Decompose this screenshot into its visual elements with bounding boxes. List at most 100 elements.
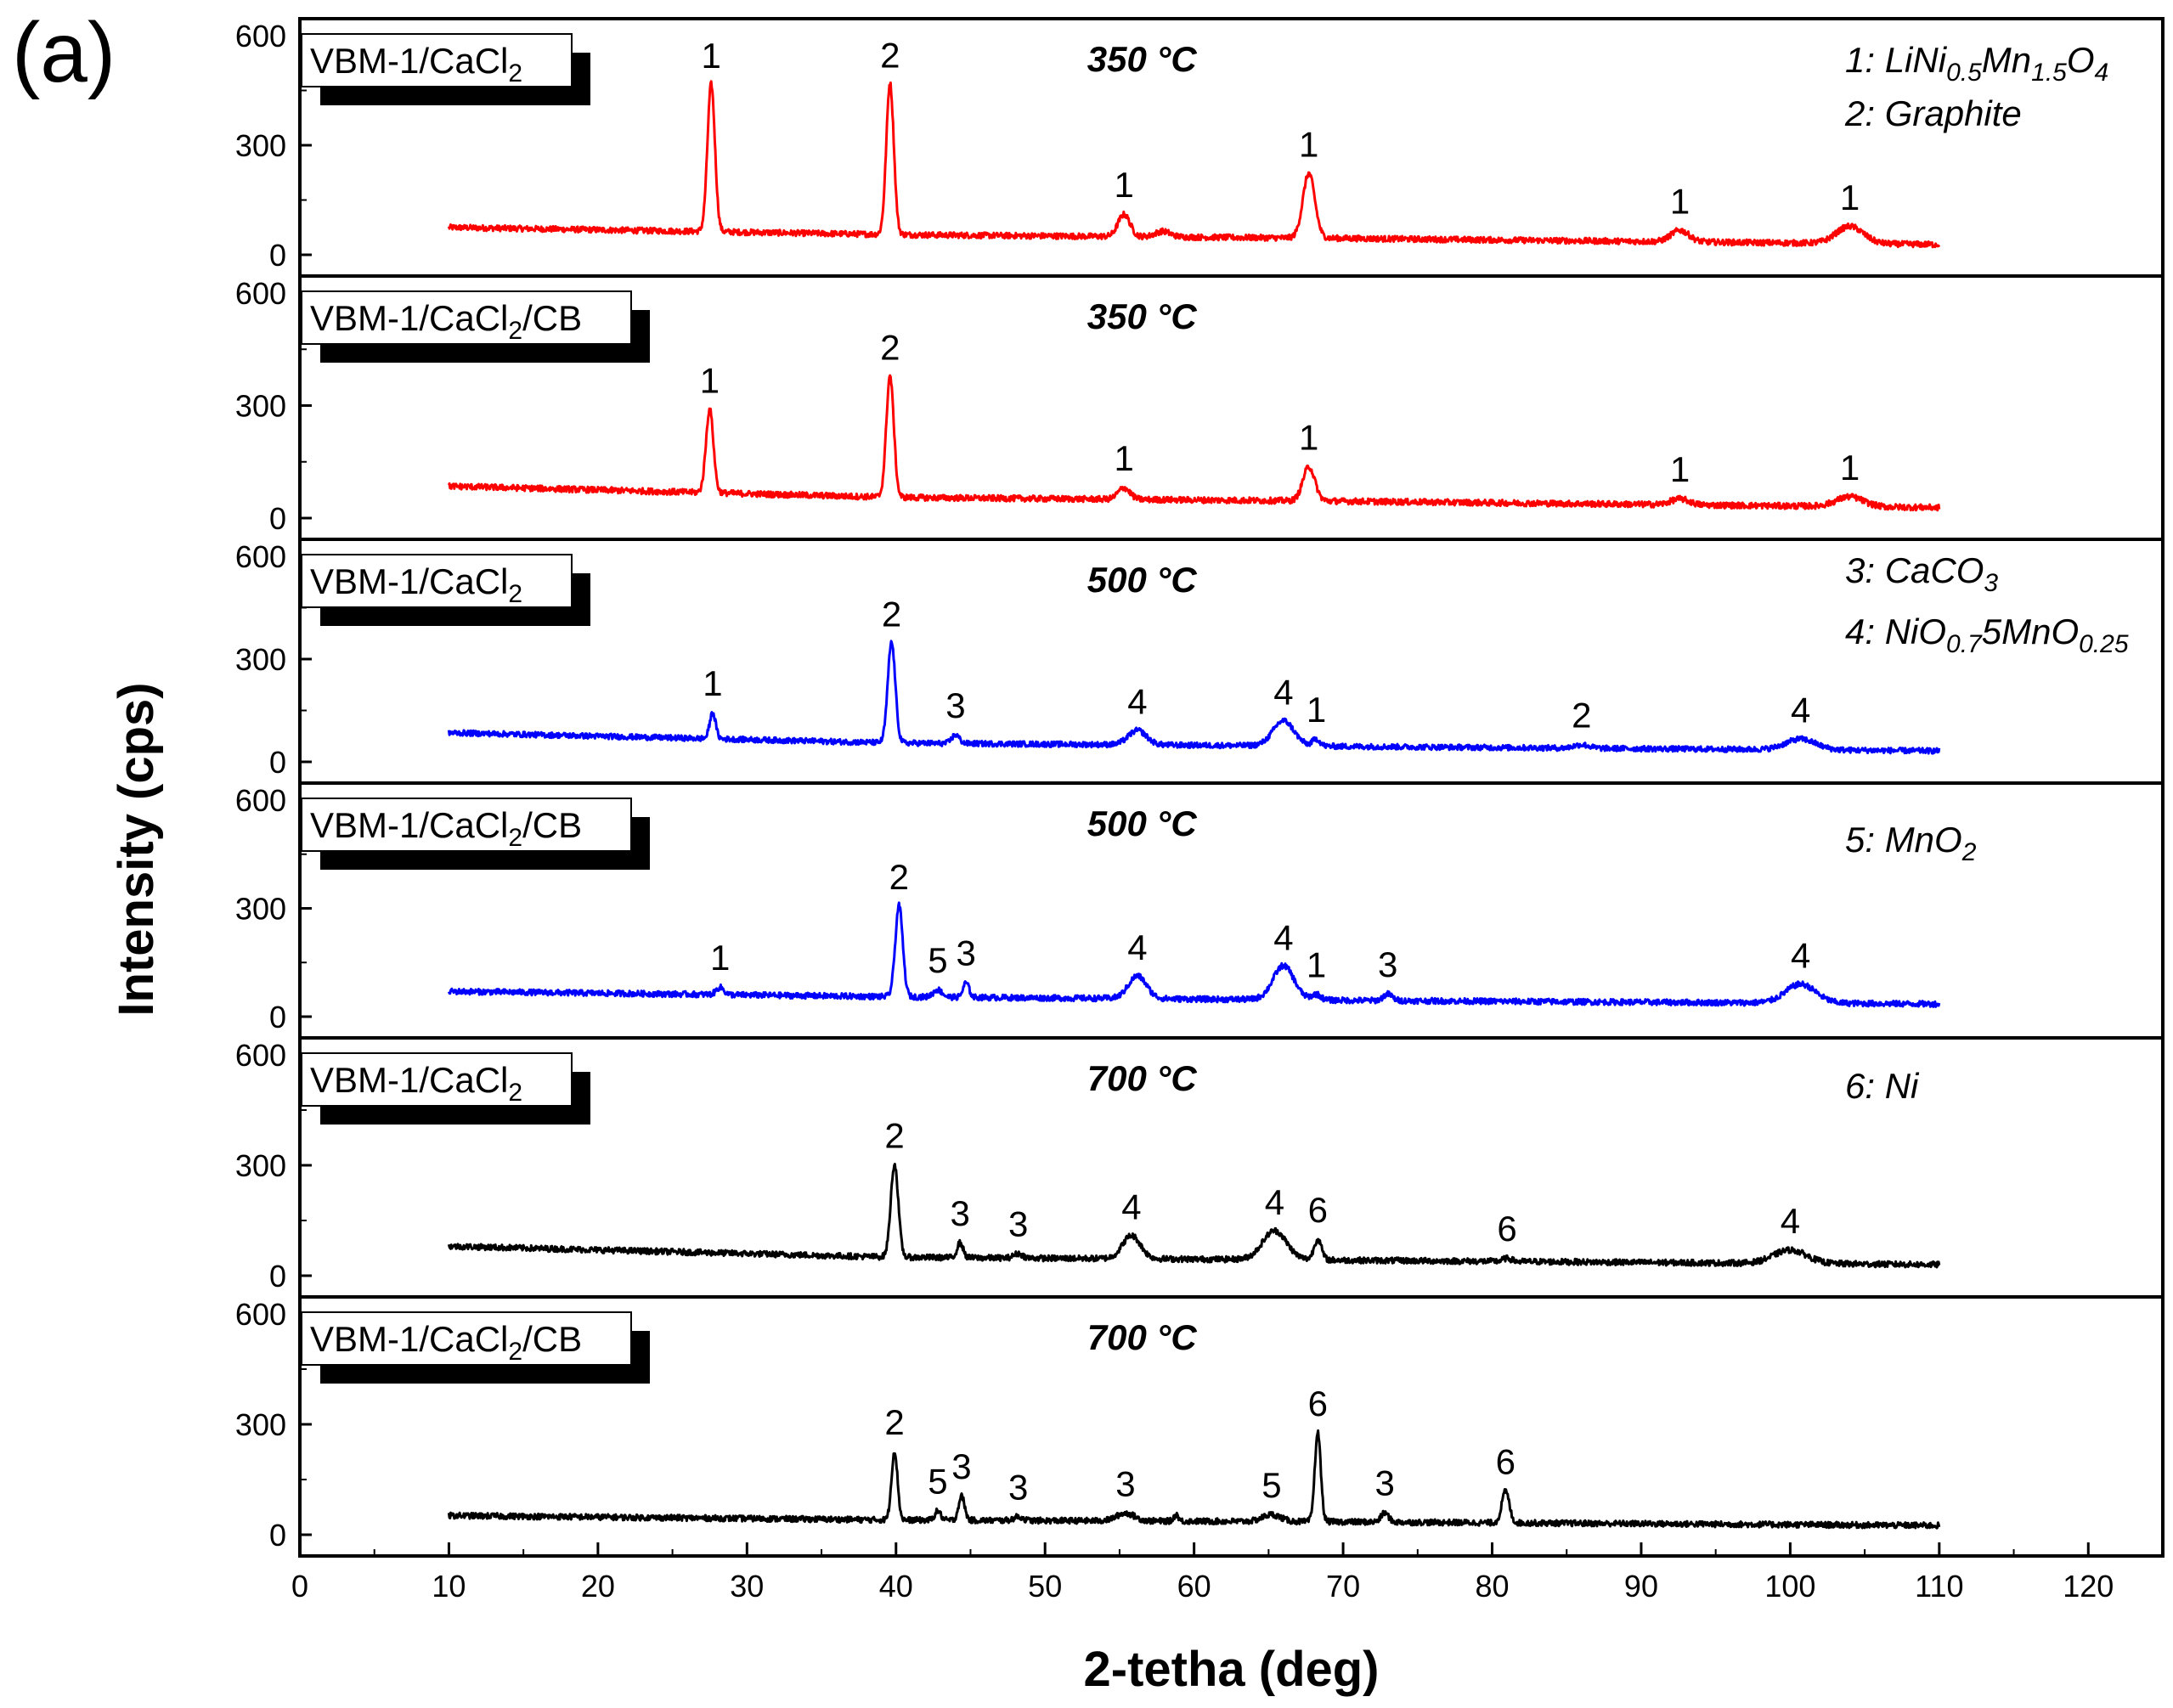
spectrum-line (447, 1163, 1941, 1269)
legend-note: 5: MnO2 (1845, 820, 1977, 866)
peak-label: 4 (1781, 1201, 1800, 1241)
peak-label: 5 (1261, 1465, 1281, 1505)
temperature-label: 500 °C (1087, 560, 1198, 600)
peak-label: 3 (1378, 944, 1397, 984)
y-tick-label: 300 (235, 1148, 286, 1183)
sample-label: VBM-1/CaCl2/CB (310, 298, 582, 345)
peak-label: 1 (1840, 448, 1860, 488)
spectrum-line (447, 640, 1941, 755)
sample-label: VBM-1/CaCl2 (310, 561, 522, 608)
spectrum-line (447, 374, 1941, 512)
figure-label: (a) (12, 5, 116, 100)
peak-label: 1 (1299, 124, 1318, 164)
panel-frame (298, 1295, 2165, 1558)
x-tick-label: 100 (1764, 1569, 1815, 1604)
x-tick-label: 120 (2063, 1569, 2114, 1604)
peak-label: 2 (884, 1402, 904, 1442)
label-box (301, 1052, 573, 1107)
peak-label: 5 (928, 1461, 947, 1501)
temperature-label: 500 °C (1087, 803, 1198, 843)
x-tick-label: 110 (1915, 1569, 1963, 1604)
peak-label: 6 (1308, 1190, 1328, 1230)
peak-label: 4 (1791, 935, 1810, 975)
x-tick-label: 60 (1177, 1569, 1211, 1604)
legend-note: 4: NiO0.75MnO0.25 (1845, 612, 2129, 658)
panel-1: 0 300 600 1 2 1 1 1 1 VBM-1/CaCl2 350 °C (235, 17, 2165, 278)
y-tick-label: 600 (235, 783, 286, 818)
peak-label: 1 (1115, 438, 1134, 478)
label-box (301, 554, 573, 608)
peak-label: 3 (1115, 1464, 1135, 1504)
peak-label: 3 (1008, 1203, 1028, 1243)
spectrum-line (447, 80, 1941, 249)
peak-label: 1 (703, 663, 722, 703)
y-tick-label: 300 (235, 892, 286, 927)
x-tick-label: 40 (879, 1569, 913, 1604)
y-tick-label: 600 (235, 1297, 286, 1332)
peak-label: 4 (1273, 673, 1293, 713)
peak-label: 2 (880, 328, 900, 368)
sample-label: VBM-1/CaCl2 (310, 1060, 522, 1107)
peak-label: 1 (1299, 417, 1318, 457)
label-box (301, 33, 573, 87)
temperature-label: 350 °C (1087, 39, 1198, 79)
peak-label: 1 (710, 938, 730, 978)
spectrum-line (447, 901, 1941, 1008)
temperature-label: 350 °C (1087, 296, 1198, 336)
y-tick-label: 0 (269, 238, 286, 273)
legend-note: 6: Ni (1845, 1066, 1920, 1106)
peak-label: 6 (1497, 1209, 1516, 1249)
peak-label: 4 (1265, 1182, 1284, 1222)
peak-label: 1 (1670, 181, 1690, 221)
peak-label: 6 (1308, 1384, 1328, 1423)
peak-label: 1 (1307, 945, 1326, 985)
peak-label: 3 (1375, 1463, 1395, 1503)
peak-label: 2 (882, 594, 901, 634)
sample-label: VBM-1/CaCl2/CB (310, 805, 582, 852)
x-tick-label: 30 (730, 1569, 764, 1604)
peak-label: 1 (702, 36, 721, 76)
peak-label: 1 (1115, 165, 1134, 205)
peak-label: 3 (1008, 1467, 1028, 1507)
temperature-label: 700 °C (1087, 1058, 1198, 1098)
y-tick-label: 300 (235, 389, 286, 424)
y-tick-label: 600 (235, 539, 286, 574)
spectrum-line (447, 1429, 1941, 1530)
peak-label: 4 (1791, 690, 1810, 730)
peak-label: 1 (1840, 178, 1860, 217)
peak-label: 2 (1572, 695, 1591, 735)
temperature-label: 700 °C (1087, 1317, 1198, 1357)
x-tick-label: 70 (1326, 1569, 1360, 1604)
x-tick-label: 0 (291, 1569, 308, 1604)
peak-label: 3 (951, 1446, 971, 1486)
y-tick-label: 0 (269, 501, 286, 536)
y-tick-label: 600 (235, 19, 286, 54)
y-tick-label: 300 (235, 642, 286, 677)
peak-label: 1 (1670, 449, 1690, 489)
y-tick-label: 0 (269, 745, 286, 780)
sample-label: VBM-1/CaCl2 (310, 41, 522, 87)
y-tick-label: 300 (235, 1407, 286, 1442)
label-box (301, 290, 632, 345)
x-axis: 0 10 20 30 40 50 60 70 80 90 100 110 120 (291, 1542, 2114, 1604)
peak-label: 3 (951, 1193, 970, 1233)
peak-label: 2 (880, 35, 900, 75)
legend-note: 1: LiNi0.5Mn1.5O4 (1845, 40, 2108, 87)
x-tick-label: 90 (1624, 1569, 1658, 1604)
legend-note: 2: Graphite (1844, 93, 2022, 133)
x-tick-label: 10 (432, 1569, 466, 1604)
label-box (301, 798, 632, 852)
peak-label: 6 (1496, 1442, 1515, 1482)
peak-label: 1 (700, 360, 720, 400)
y-tick-label: 600 (235, 1038, 286, 1073)
x-tick-label: 50 (1028, 1569, 1062, 1604)
x-tick-label: 20 (581, 1569, 615, 1604)
y-tick-label: 300 (235, 128, 286, 163)
label-box (301, 1311, 632, 1366)
peak-label: 4 (1127, 927, 1147, 967)
y-tick-label: 0 (269, 1000, 286, 1034)
